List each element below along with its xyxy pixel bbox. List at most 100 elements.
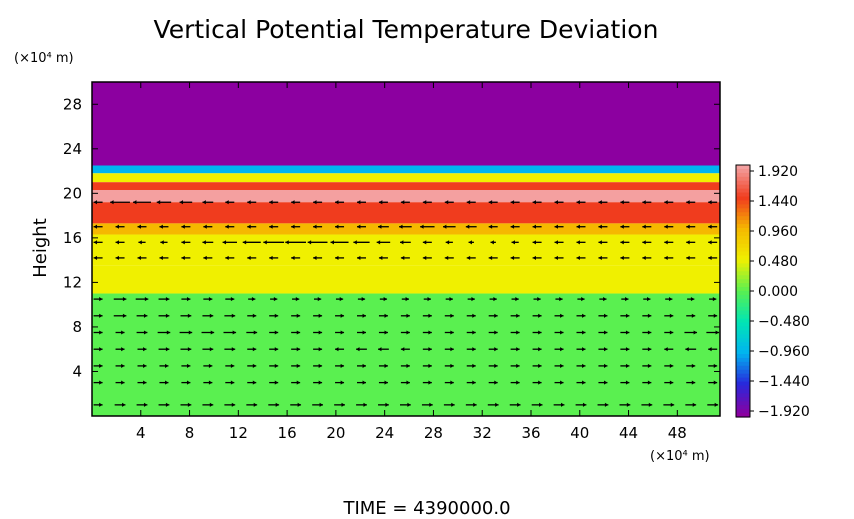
wind-vector [291,313,301,318]
wind-vector [114,402,126,407]
wind-vector [686,200,696,205]
wind-vector [246,330,258,335]
colorbar-segment [736,275,750,280]
colorbar-segment [736,350,750,355]
wind-vector [223,330,237,335]
wind-vector [158,402,170,407]
wind-vector [376,240,391,245]
wind-vector [378,255,388,260]
wind-vector [247,347,257,352]
wind-vector [488,200,498,205]
wind-vector [642,313,652,318]
colorbar-segment [736,342,750,347]
wind-vector [291,224,301,229]
wind-vector [598,240,608,245]
wind-vector [620,347,630,352]
wind-vector [422,240,432,245]
wind-vector [263,240,285,245]
colorbar-segment [736,255,750,261]
wind-vector [708,255,718,260]
wind-vector [575,402,587,407]
colorbar-label: 0.000 [758,284,798,300]
wind-vector [598,255,608,260]
wind-vector [335,200,345,205]
wind-vector [664,240,674,245]
wind-vector [444,200,454,205]
colorbar-label: 0.960 [758,224,798,240]
wind-vector [156,200,172,205]
wind-vector [292,297,300,302]
wind-vector [136,330,148,335]
colorbar-segment [736,216,750,221]
wind-vector [290,402,302,407]
wind-vector [378,402,389,407]
wind-vector [620,200,630,205]
wind-vector [620,380,630,385]
wind-vector [179,330,193,335]
heatmap-band-7 [92,234,720,266]
wind-vector [159,380,169,385]
colorbar-segment [736,361,750,367]
wind-vector [510,255,520,260]
wind-vector [510,313,520,318]
heatmap-band-4 [92,189,720,203]
wind-vector [159,224,169,229]
wind-vector [115,330,125,335]
colorbar-segment [736,389,750,394]
wind-vector [598,380,608,385]
y-axis-label: Height [30,218,51,278]
colorbar-segment [736,330,750,335]
wind-vector [642,330,652,335]
colorbar-segment [736,196,750,202]
colorbar-label: −0.960 [758,344,810,360]
y-tick-label: 28 [63,95,82,113]
wind-vector [400,313,410,318]
wind-vector [444,380,454,385]
colorbar-segment [736,172,750,178]
wind-vector [247,255,257,260]
wind-vector [423,297,431,302]
wind-vector [687,297,695,302]
wind-vector [488,255,498,260]
wind-vector [686,255,696,260]
wind-vector [247,224,257,229]
colorbar-segment [736,235,750,241]
wind-vector [378,363,388,368]
wind-vector [136,313,148,318]
colorbar-segment [736,397,750,402]
wind-vector [400,380,410,385]
wind-vector [532,313,542,318]
wind-vector [707,402,719,407]
colorbar-segment [736,165,750,170]
wind-vector [444,255,454,260]
wind-vector [466,347,476,352]
wind-vector [489,297,497,302]
wind-vector [93,200,103,205]
wind-vector [684,330,698,335]
wind-vector [642,224,652,229]
wind-vector [224,347,236,352]
wind-vector [663,402,675,407]
wind-vector [509,402,521,407]
wind-vector [685,347,697,352]
wind-vector [132,200,151,205]
heatmap-band-2 [92,173,720,183]
wind-vector [158,297,170,302]
wind-vector [330,240,349,245]
heatmap-band-5 [92,202,720,224]
wind-vector [488,224,498,229]
wind-vector [291,255,301,260]
colorbar-segment [736,180,750,186]
wind-vector [664,313,674,318]
wind-vector [643,297,651,302]
colorbar-segment [736,298,750,304]
wind-vector [113,313,127,318]
wind-vector [400,330,410,335]
wind-vector [225,255,235,260]
wind-vector [554,240,564,245]
wind-vector [488,313,498,318]
colorbar-segment [736,377,750,383]
wind-vector [378,347,389,352]
wind-vector [203,297,213,302]
wind-vector [488,330,498,335]
